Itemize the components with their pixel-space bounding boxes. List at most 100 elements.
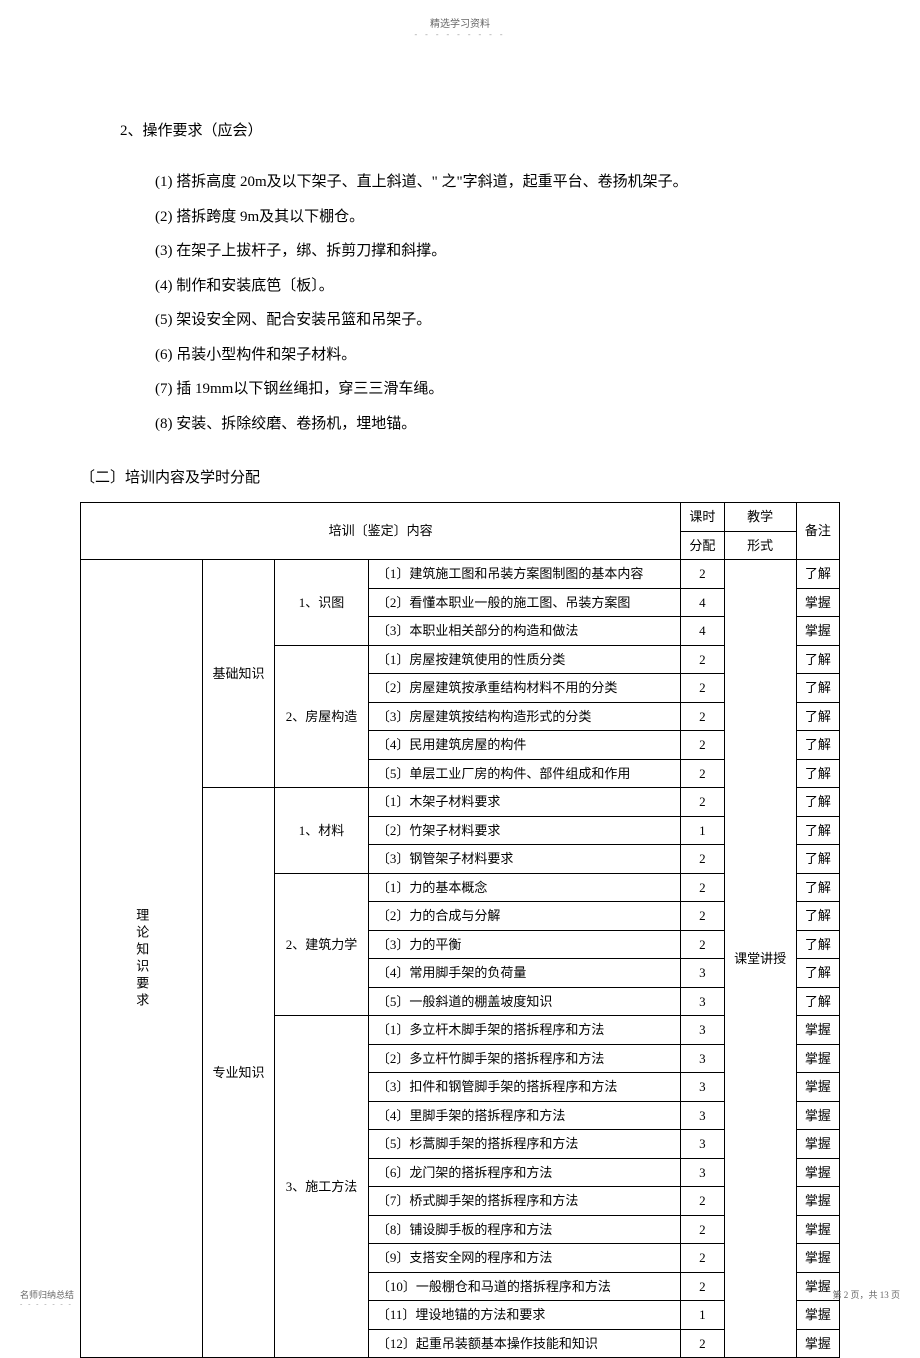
row-note: 了解 xyxy=(796,816,839,845)
row-note: 掌握 xyxy=(796,1016,839,1045)
row-content: 〔4〕里脚手架的搭拆程序和方法 xyxy=(368,1101,680,1130)
teaching-method: 课堂讲授 xyxy=(724,560,796,1358)
row-hours: 4 xyxy=(681,617,724,646)
row-content: 〔1〕木架子材料要求 xyxy=(368,788,680,817)
row-content: 〔5〕一般斜道的棚盖坡度知识 xyxy=(368,987,680,1016)
row-hours: 2 xyxy=(681,1329,724,1358)
row-note: 掌握 xyxy=(796,617,839,646)
row-hours: 3 xyxy=(681,1073,724,1102)
row-note: 掌握 xyxy=(796,1044,839,1073)
header-note: 精选学习资料 xyxy=(0,0,920,30)
row-content: 〔2〕力的合成与分解 xyxy=(368,902,680,931)
row-content: 〔3〕扣件和钢管脚手架的搭拆程序和方法 xyxy=(368,1073,680,1102)
row-hours: 3 xyxy=(681,1016,724,1045)
row-note: 了解 xyxy=(796,645,839,674)
row-hours: 2 xyxy=(681,702,724,731)
row-hours: 2 xyxy=(681,930,724,959)
footer-right: 第 2 页，共 13 页 xyxy=(832,1288,900,1301)
row-content: 〔9〕支搭安全网的程序和方法 xyxy=(368,1244,680,1273)
item-1: (1) 搭拆高度 20m及以下架子、直上斜道、" 之"字斜道，起重平台、卷扬机架… xyxy=(155,165,840,200)
table-row: 理论知识要求 基础知识 1、识图 〔1〕建筑施工图和吊装方案图制图的基本内容 2… xyxy=(81,560,840,589)
row-hours: 1 xyxy=(681,1301,724,1330)
row-content: 〔8〕铺设脚手板的程序和方法 xyxy=(368,1215,680,1244)
row-note: 掌握 xyxy=(796,1329,839,1358)
row-note: 了解 xyxy=(796,959,839,988)
row-hours: 3 xyxy=(681,987,724,1016)
training-table: 培训〔鉴定〕内容 课时 教学 备注 分配 形式 理论知识要求 基础知识 1、识图… xyxy=(80,502,840,1358)
row-content: 〔6〕龙门架的搭拆程序和方法 xyxy=(368,1158,680,1187)
header-dots: - - - - - - - - - xyxy=(0,30,920,39)
category-prof: 专业知识 xyxy=(203,788,275,1358)
row-note: 掌握 xyxy=(796,1244,839,1273)
row-content: 〔5〕杉蒿脚手架的搭拆程序和方法 xyxy=(368,1130,680,1159)
row-note: 掌握 xyxy=(796,1187,839,1216)
row-content: 〔2〕多立杆竹脚手架的搭拆程序和方法 xyxy=(368,1044,680,1073)
subgroup-name: 2、建筑力学 xyxy=(275,873,369,1016)
item-8: (8) 安装、拆除绞磨、卷扬机，埋地锚。 xyxy=(155,407,840,442)
item-list: (1) 搭拆高度 20m及以下架子、直上斜道、" 之"字斜道，起重平台、卷扬机架… xyxy=(155,165,840,441)
item-2: (2) 搭拆跨度 9m及其以下棚仓。 xyxy=(155,200,840,235)
category-basic: 基础知识 xyxy=(203,560,275,788)
row-content: 〔3〕房屋建筑按结构构造形式的分类 xyxy=(368,702,680,731)
row-hours: 2 xyxy=(681,674,724,703)
row-content: 〔1〕房屋按建筑使用的性质分类 xyxy=(368,645,680,674)
footer-dots: - - - - - - - xyxy=(20,1300,73,1308)
row-content: 〔3〕钢管架子材料要求 xyxy=(368,845,680,874)
row-note: 掌握 xyxy=(796,1130,839,1159)
row-note: 掌握 xyxy=(796,1101,839,1130)
row-hours: 2 xyxy=(681,1215,724,1244)
row-note: 掌握 xyxy=(796,1215,839,1244)
row-hours: 3 xyxy=(681,1101,724,1130)
row-hours: 3 xyxy=(681,1044,724,1073)
header-note: 备注 xyxy=(796,503,839,560)
row-note: 了解 xyxy=(796,902,839,931)
item-5: (5) 架设安全网、配合安装吊篮和吊架子。 xyxy=(155,303,840,338)
row-content: 〔2〕房屋建筑按承重结构材料不用的分类 xyxy=(368,674,680,703)
table-header-row: 培训〔鉴定〕内容 课时 教学 备注 xyxy=(81,503,840,532)
row-content: 〔7〕桥式脚手架的搭拆程序和方法 xyxy=(368,1187,680,1216)
row-note: 了解 xyxy=(796,987,839,1016)
row-note: 了解 xyxy=(796,731,839,760)
item-4: (4) 制作和安装底笆〔板〕。 xyxy=(155,269,840,304)
row-note: 了解 xyxy=(796,759,839,788)
main-content: 2、操作要求（应会） (1) 搭拆高度 20m及以下架子、直上斜道、" 之"字斜… xyxy=(0,39,920,1358)
row-note: 掌握 xyxy=(796,588,839,617)
row-content: 〔1〕多立杆木脚手架的搭拆程序和方法 xyxy=(368,1016,680,1045)
row-note: 了解 xyxy=(796,702,839,731)
row-content: 〔2〕看懂本职业一般的施工图、吊装方案图 xyxy=(368,588,680,617)
header-method-1: 教学 xyxy=(724,503,796,532)
row-note: 了解 xyxy=(796,845,839,874)
row-hours: 2 xyxy=(681,902,724,931)
row-hours: 2 xyxy=(681,788,724,817)
row-content: 〔10〕一般棚仓和马道的搭拆程序和方法 xyxy=(368,1272,680,1301)
row-content: 〔11〕埋设地锚的方法和要求 xyxy=(368,1301,680,1330)
row-hours: 4 xyxy=(681,588,724,617)
row-hours: 3 xyxy=(681,1130,724,1159)
row-content: 〔2〕竹架子材料要求 xyxy=(368,816,680,845)
row-hours: 2 xyxy=(681,873,724,902)
subgroup-name: 2、房屋构造 xyxy=(275,645,369,788)
row-hours: 2 xyxy=(681,845,724,874)
row-note: 掌握 xyxy=(796,1073,839,1102)
row-note: 了解 xyxy=(796,560,839,589)
item-7: (7) 插 19mm以下钢丝绳扣，穿三三滑车绳。 xyxy=(155,372,840,407)
row-note: 了解 xyxy=(796,930,839,959)
row-hours: 3 xyxy=(681,1158,724,1187)
subgroup-name: 1、识图 xyxy=(275,560,369,646)
row-note: 了解 xyxy=(796,873,839,902)
row-hours: 2 xyxy=(681,560,724,589)
row-note: 了解 xyxy=(796,788,839,817)
col1-label: 理论知识要求 xyxy=(81,560,203,1358)
row-content: 〔4〕民用建筑房屋的构件 xyxy=(368,731,680,760)
row-hours: 3 xyxy=(681,959,724,988)
row-hours: 1 xyxy=(681,816,724,845)
header-hours-1: 课时 xyxy=(681,503,724,532)
row-hours: 2 xyxy=(681,1244,724,1273)
header-method-2: 形式 xyxy=(724,531,796,560)
row-content: 〔5〕单层工业厂房的构件、部件组成和作用 xyxy=(368,759,680,788)
row-note: 掌握 xyxy=(796,1158,839,1187)
row-hours: 2 xyxy=(681,1187,724,1216)
section-title: 2、操作要求（应会） xyxy=(120,119,840,140)
row-content: 〔1〕力的基本概念 xyxy=(368,873,680,902)
item-3: (3) 在架子上拔杆子，绑、拆剪刀撑和斜撑。 xyxy=(155,234,840,269)
